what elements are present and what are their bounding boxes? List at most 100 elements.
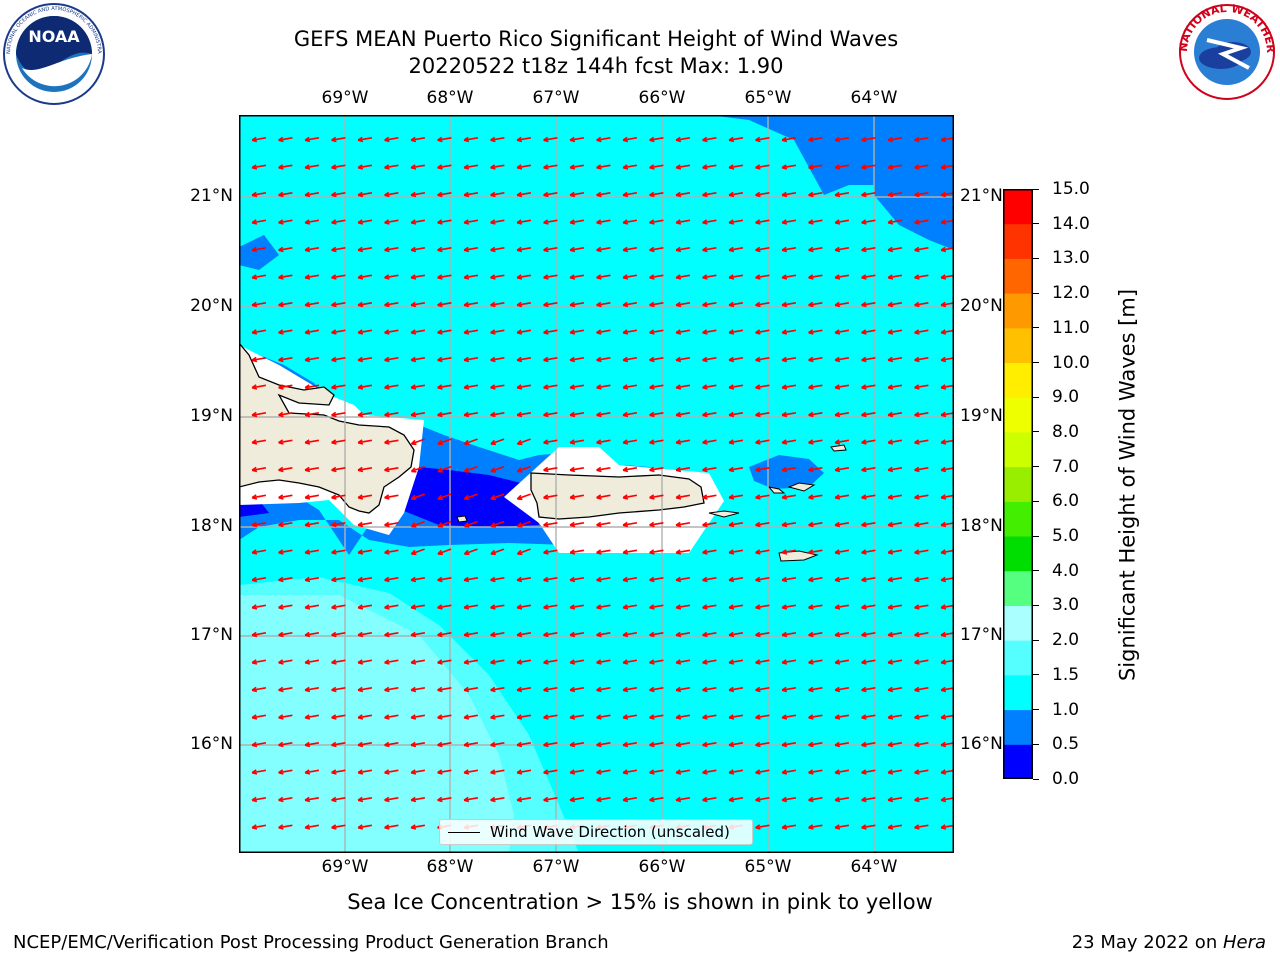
wave-direction-arrowhead (304, 276, 311, 280)
wave-direction-arrow (490, 411, 505, 417)
wave-direction-arrowhead (914, 606, 920, 610)
wave-direction-arrow (278, 219, 293, 224)
colorbar-tick (1033, 743, 1039, 745)
wave-direction-arrow (463, 136, 479, 142)
wave-direction-arrow (914, 631, 929, 637)
wave-direction-arrow (622, 164, 638, 169)
wave-direction-arrowhead (940, 551, 947, 555)
wave-direction-arrow (331, 411, 346, 417)
wave-direction-arrow (490, 493, 505, 500)
wave-direction-arrowhead (437, 276, 443, 280)
wave-direction-arrow (808, 411, 823, 417)
wave-direction-arrow (728, 686, 744, 692)
wave-direction-arrowhead (702, 166, 708, 170)
wave-direction-arrowhead (728, 221, 735, 225)
wave-direction-arrow (543, 576, 558, 582)
colorbar-tick-label: 2.0 (1052, 630, 1080, 651)
wave-direction-arrowhead (384, 441, 390, 445)
wave-direction-arrow (463, 246, 479, 252)
wave-direction-arrowhead (278, 331, 284, 335)
wave-direction-arrowhead (781, 799, 788, 803)
wave-direction-arrowhead (755, 221, 761, 225)
wave-direction-arrowhead (278, 469, 284, 473)
wave-direction-arrow (622, 521, 638, 527)
wave-direction-arrow (808, 769, 823, 774)
wave-direction-arrowhead (410, 276, 417, 280)
wave-direction-arrowhead (675, 496, 682, 500)
wave-direction-arrow (543, 466, 558, 472)
wave-direction-arrowhead (251, 304, 258, 308)
wave-direction-arrowhead (728, 304, 735, 308)
wave-direction-arrowhead (861, 139, 867, 143)
wave-direction-arrow (808, 246, 823, 252)
wave-direction-arrowhead (463, 359, 470, 363)
wave-direction-arrowhead (410, 661, 417, 665)
wave-direction-arrow (808, 659, 823, 664)
wave-direction-arrow (278, 576, 293, 582)
wave-direction-arrow (887, 329, 903, 334)
wave-direction-arrowhead (914, 496, 920, 500)
wave-direction-arrow (675, 411, 691, 417)
wave-direction-arrow (437, 604, 452, 609)
wave-direction-arrow (861, 604, 876, 609)
colorbar-tick-label: 7.0 (1052, 456, 1080, 477)
wave-direction-arrow (861, 384, 876, 389)
wave-direction-arrow (490, 576, 505, 582)
wave-direction-arrow (304, 439, 320, 444)
wave-direction-arrowhead (887, 441, 894, 445)
wave-direction-arrowhead (490, 166, 496, 170)
wave-direction-arrow (622, 274, 638, 279)
wave-direction-arrowhead (596, 276, 602, 280)
wave-direction-arrowhead (437, 799, 443, 803)
wave-direction-arrowhead (569, 469, 576, 473)
wave-direction-arrow (808, 796, 823, 802)
wave-direction-arrow (675, 631, 691, 637)
wave-direction-arrow (914, 191, 929, 197)
wave-direction-arrowhead (914, 716, 920, 720)
wave-direction-arrowhead (543, 496, 549, 500)
wave-direction-arrowhead (357, 606, 364, 610)
wave-direction-arrow (834, 741, 850, 747)
wave-direction-arrow (304, 274, 320, 279)
wave-direction-arrowhead (384, 359, 390, 363)
wave-direction-arrowhead (516, 414, 523, 418)
wave-direction-arrow (437, 493, 452, 500)
wave-direction-arrow (357, 411, 373, 417)
wave-direction-arrowhead (781, 331, 788, 335)
wave-direction-arrowhead (278, 579, 284, 583)
wave-direction-arrow (331, 274, 346, 279)
wave-direction-arrow (410, 136, 426, 142)
wave-direction-arrowhead (728, 331, 735, 335)
wave-direction-arrow (410, 686, 426, 692)
wave-direction-arrow (437, 438, 452, 445)
wave-direction-arrow (251, 356, 267, 362)
wave-direction-arrow (463, 659, 479, 664)
wave-direction-arrow (278, 824, 293, 829)
wave-direction-arrowhead (649, 579, 655, 583)
wave-direction-arrowhead (437, 661, 443, 665)
wave-direction-arrowhead (755, 661, 761, 665)
wave-direction-arrow (887, 659, 903, 664)
wave-direction-arrowhead (702, 359, 708, 363)
wave-direction-arrow (755, 549, 770, 554)
wave-direction-arrow (463, 686, 479, 692)
colorbar-tick-label: 1.5 (1052, 664, 1080, 685)
wave-direction-arrow (437, 356, 452, 362)
colorbar-segment (1003, 327, 1033, 364)
lon-tick-bottom: 68°W (426, 857, 474, 877)
wave-direction-arrow (596, 741, 611, 747)
wave-direction-arrowhead (278, 716, 284, 720)
wave-direction-arrow (861, 329, 876, 334)
wave-direction-arrow (410, 191, 426, 197)
wave-direction-arrow (251, 164, 267, 169)
wave-direction-arrow (702, 384, 717, 389)
wave-direction-arrow (490, 796, 505, 802)
wave-direction-arrow (887, 274, 903, 279)
wave-direction-arrow (861, 246, 876, 252)
wave-direction-arrowhead (331, 469, 337, 473)
wave-direction-arrow (861, 741, 876, 747)
wave-direction-arrow (861, 686, 876, 692)
wave-direction-arrow (331, 494, 346, 499)
wave-direction-arrow (304, 466, 320, 472)
wave-direction-arrow (914, 714, 929, 719)
